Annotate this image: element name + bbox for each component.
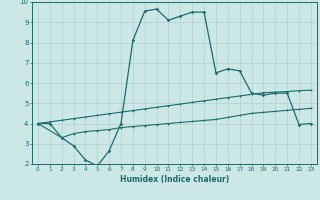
X-axis label: Humidex (Indice chaleur): Humidex (Indice chaleur) bbox=[120, 175, 229, 184]
